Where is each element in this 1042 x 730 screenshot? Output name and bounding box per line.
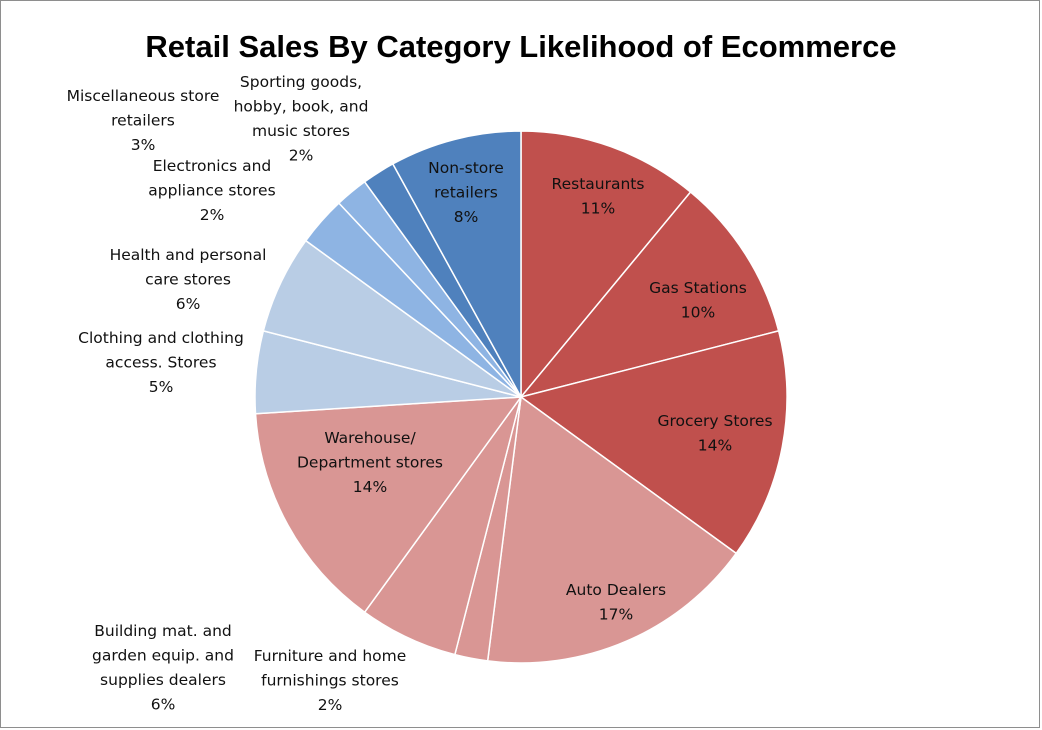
- slice-label-line: hobby, book, and: [234, 98, 369, 116]
- slice-label-line: Miscellaneous store: [67, 87, 220, 105]
- slice-label-line: Furniture and home: [254, 647, 407, 665]
- slice-auto-dealers: [486, 395, 738, 664]
- slice-label-line: Gas Stations: [649, 279, 747, 297]
- slice-label-line: supplies dealers: [100, 671, 226, 689]
- slice-value-label: 2%: [200, 206, 225, 224]
- slice-label-warehouse: Warehouse/Department stores 14%: [297, 429, 443, 496]
- slice-label-building-mat-and: Building mat. and garden equip. and suppli…: [92, 622, 234, 714]
- slice-restaurants: [520, 130, 692, 400]
- slice-value-label: 8%: [454, 208, 479, 226]
- slice-label-line: Grocery Stores: [657, 412, 772, 430]
- slice-value-label: 5%: [149, 378, 174, 396]
- slice-label-gas-stations: Gas Stations 10%: [649, 279, 747, 322]
- slice-value-label: 2%: [289, 147, 314, 165]
- slice-label-line: Department stores: [297, 454, 443, 472]
- slice-grocery-stores: [519, 329, 788, 555]
- slice-value-label: 14%: [698, 437, 732, 455]
- slice-label-miscellaneous-store: Miscellaneous store retailers 3%: [67, 87, 220, 154]
- slice-label-clothing-and-clothing: Clothing and clothing access. Stores 5%: [78, 329, 244, 396]
- slice-label-line: Health and personal: [110, 246, 267, 264]
- slice-value-label: 2%: [318, 696, 343, 714]
- slice-value-label: 6%: [151, 696, 176, 714]
- slice-label-non-store: Non-store retailers 8%: [428, 159, 504, 226]
- slice-value-label: 6%: [176, 295, 201, 313]
- slice-label-auto-dealers: Auto Dealers 17%: [566, 581, 666, 624]
- slice-label-line: Warehouse/: [324, 429, 416, 447]
- slice-value-label: 14%: [353, 478, 387, 496]
- slice-label-furniture-and-home: Furniture and home furnishings stores 2%: [254, 647, 407, 714]
- slice-label-restaurants: Restaurants 11%: [552, 175, 645, 218]
- slice-label-line: retailers: [434, 184, 498, 202]
- slice-value-label: 3%: [131, 136, 156, 154]
- slice-label-line: Non-store: [428, 159, 504, 177]
- slice-gas-stations: [518, 190, 780, 399]
- pie-slices: [254, 130, 788, 664]
- chart-title: Retail Sales By Category Likelihood of E…: [145, 29, 896, 64]
- slice-label-line: Auto Dealers: [566, 581, 666, 599]
- slice-value-label: 11%: [581, 200, 615, 218]
- slice-label-line: garden equip. and: [92, 647, 234, 665]
- slice-warehouse: [254, 396, 523, 614]
- slice-label-line: Electronics and: [153, 157, 272, 175]
- slice-label-sporting-goods: Sporting goods, hobby, book, and music sto…: [234, 73, 369, 165]
- slice-label-line: retailers: [111, 112, 175, 130]
- slice-label-line: music stores: [252, 122, 350, 140]
- slice-label-line: appliance stores: [148, 182, 275, 200]
- slice-value-label: 10%: [681, 304, 715, 322]
- slice-non-store: [391, 130, 522, 398]
- slice-label-line: access. Stores: [105, 354, 216, 372]
- slice-label-line: care stores: [145, 271, 231, 289]
- pie-labels: Restaurants 11% Gas Stations 10% Grocery Sto…: [67, 73, 773, 714]
- slice-label-line: Sporting goods,: [240, 73, 362, 91]
- slice-label-line: Building mat. and: [94, 622, 232, 640]
- slice-value-label: 17%: [599, 606, 633, 624]
- slice-label-line: Clothing and clothing: [78, 329, 244, 347]
- slice-label-health-and-personal: Health and personal care stores 6%: [110, 246, 267, 313]
- slice-label-grocery-stores: Grocery Stores 14%: [657, 412, 772, 455]
- slice-label-line: furnishings stores: [261, 672, 399, 690]
- slice-label-line: Restaurants: [552, 175, 645, 193]
- slice-label-electronics-and: Electronics and appliance stores 2%: [148, 157, 275, 224]
